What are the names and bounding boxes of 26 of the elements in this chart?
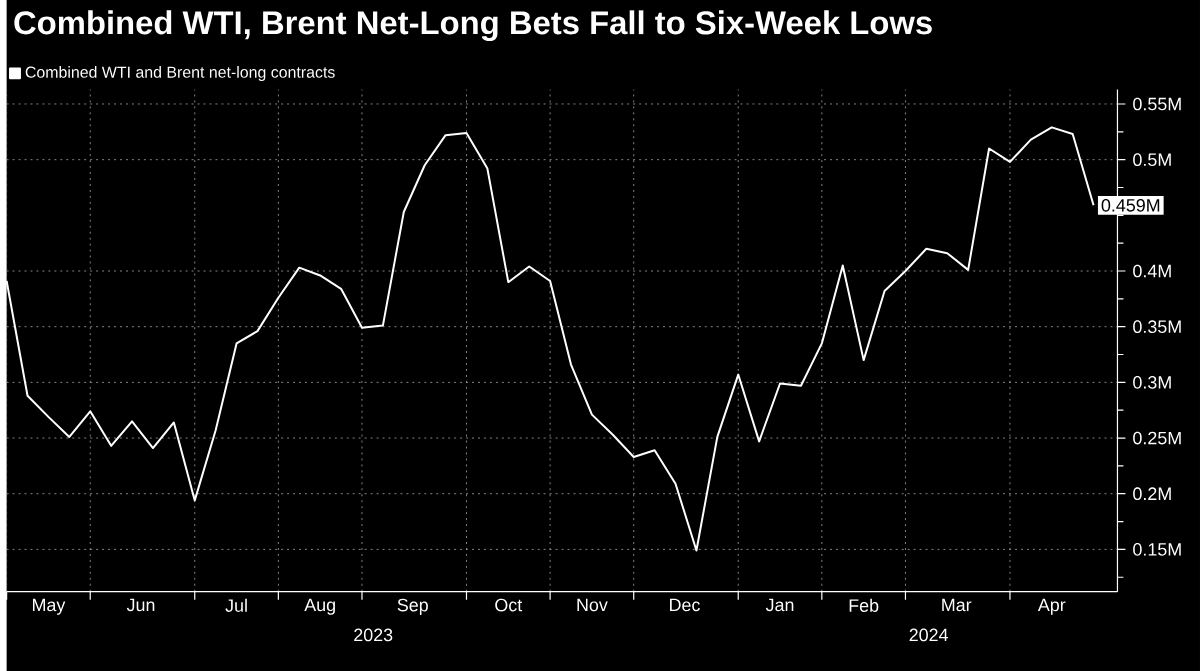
y-tick-label: 0.2M xyxy=(1133,487,1171,500)
x-tick-label: Jul xyxy=(225,598,247,612)
y-tick-label: 0.3M xyxy=(1133,375,1171,389)
chart-title: Combined WTI, Brent Net-Long Bets Fall to Six-Week Lows xyxy=(14,10,932,41)
y-tick-label: 0.55M xyxy=(1133,97,1181,111)
y-tick-label: 0.25M xyxy=(1133,431,1181,445)
x-tick-label: Nov xyxy=(577,598,608,612)
y-tick-label: 0.15M xyxy=(1133,542,1181,556)
x-tick-label: Jan xyxy=(765,598,794,612)
x-tick-label: Dec xyxy=(670,598,700,612)
y-tick-label: 0.4M xyxy=(1133,264,1171,278)
x-tick-label: Sep xyxy=(397,598,428,615)
x-tick-label: Aug xyxy=(304,598,335,615)
y-tick-label: 0.35M xyxy=(1133,320,1181,333)
x-tick-label: Feb xyxy=(849,598,879,612)
text: 2023 xyxy=(354,628,393,642)
x-tick-label: Apr xyxy=(1037,598,1066,615)
line-series xyxy=(5,126,1095,552)
legend-label: Combined WTI and Brent net-long contracts xyxy=(25,65,335,81)
x-tick-label: Jun xyxy=(126,598,155,612)
y-tick-label: 0.5M xyxy=(1133,153,1171,166)
x-tick-label: Oct xyxy=(495,598,523,612)
text: 2024 xyxy=(909,628,948,642)
x-tick-label: Mar xyxy=(942,598,972,612)
x-tick-label: May xyxy=(33,598,66,615)
data-label: 0.459M xyxy=(1101,198,1160,212)
